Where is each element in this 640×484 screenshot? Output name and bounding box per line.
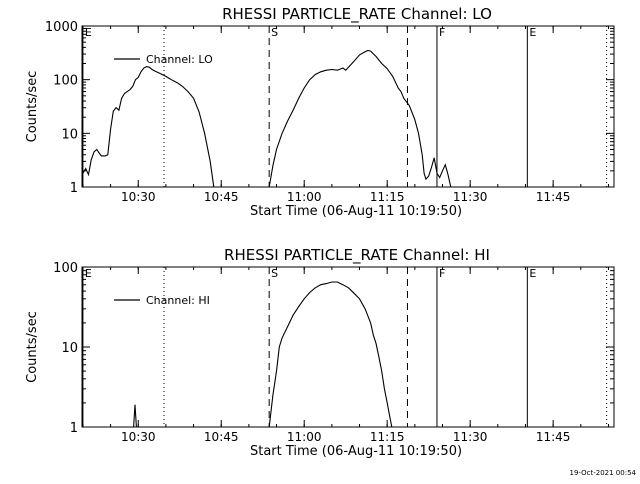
event-marker-label: F <box>439 26 445 39</box>
y-axis-label: Counts/sec <box>25 71 40 143</box>
x-axis-label: Start Time (06-Aug-11 10:19:50) <box>250 204 462 219</box>
x-tick-label: 11:30 <box>453 430 488 444</box>
panel-lo: RHESSI PARTICLE_RATE Channel: LO 10:30 10:… <box>25 5 615 219</box>
x-tick-label: 11:45 <box>536 430 571 444</box>
plot-frame <box>81 25 615 188</box>
x-tick-label: 11:15 <box>370 430 405 444</box>
x-tick-label: 10:30 <box>121 190 156 204</box>
y-tick-label: 1 <box>70 181 78 196</box>
x-tick-label: 11:45 <box>536 190 571 204</box>
x-tick-label: 11:15 <box>370 190 405 204</box>
x-axis-label: Start Time (06-Aug-11 10:19:50) <box>250 444 462 459</box>
panel-hi: RHESSI PARTICLE_RATE Channel: HI 10:30 10:… <box>25 246 615 459</box>
y-tick-label: 10 <box>61 341 78 356</box>
series-line <box>268 281 393 428</box>
event-marker-label: E <box>529 26 536 39</box>
legend-label: Channel: HI <box>146 294 210 307</box>
y-tick-label: 100 <box>53 74 78 89</box>
series-line <box>268 49 452 188</box>
series-line <box>133 404 137 428</box>
x-tick-label: 10:30 <box>121 430 156 444</box>
event-marker-label: E <box>85 267 92 280</box>
x-tick-label: 11:00 <box>287 430 322 444</box>
y-tick-label: 1000 <box>45 20 78 35</box>
event-marker-label: S <box>271 267 278 280</box>
plot-frame <box>81 266 615 428</box>
event-marker-label: E <box>85 26 92 39</box>
series-line <box>82 66 215 188</box>
timestamp-stamp: 19-Oct-2021 00:54 <box>569 469 636 477</box>
y-tick-label: 100 <box>53 261 78 276</box>
event-marker-label: F <box>439 267 445 280</box>
chart-title: RHESSI PARTICLE_RATE Channel: LO <box>222 5 492 24</box>
legend-label: Channel: LO <box>146 53 213 66</box>
x-tick-label: 10:45 <box>204 190 239 204</box>
y-axis-label: Counts/sec <box>25 311 40 383</box>
x-tick-label: 10:45 <box>204 430 239 444</box>
y-tick-label: 10 <box>61 127 78 142</box>
x-tick-label: 11:30 <box>453 190 488 204</box>
event-marker-label: E <box>529 267 536 280</box>
event-marker-label: S <box>271 26 278 39</box>
y-tick-label: 1 <box>70 421 78 436</box>
chart-title: RHESSI PARTICLE_RATE Channel: HI <box>224 246 490 265</box>
x-tick-label: 11:00 <box>287 190 322 204</box>
